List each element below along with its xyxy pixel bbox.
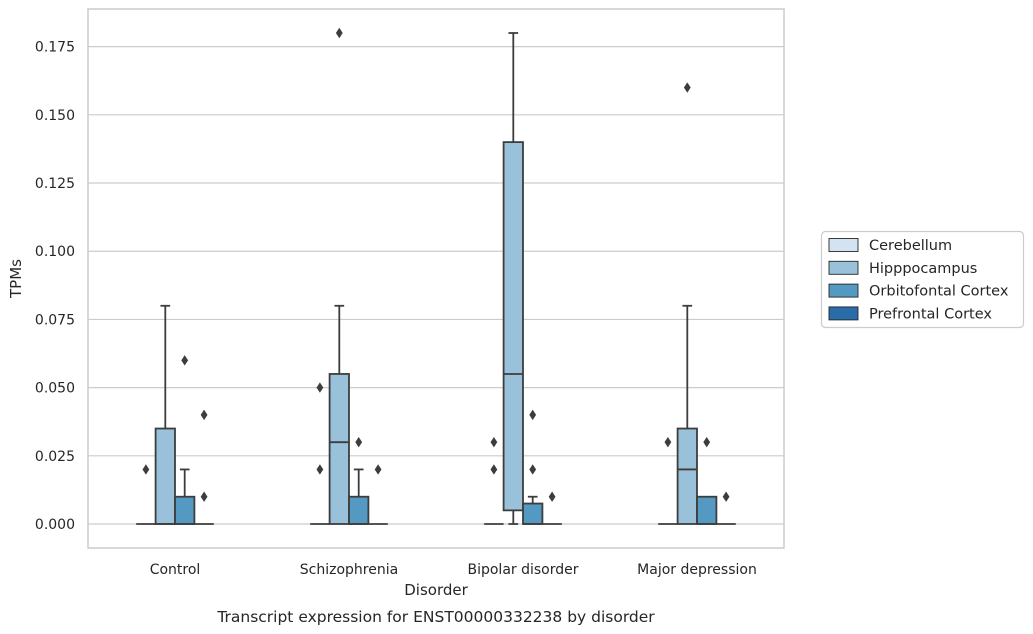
legend-swatch <box>828 283 859 298</box>
outlier-point <box>181 355 189 366</box>
box-hipppocampus <box>502 32 524 525</box>
box-body <box>522 502 544 525</box>
legend-frame <box>820 230 1025 329</box>
box-body <box>676 427 698 525</box>
outlier-point <box>529 409 537 421</box>
plot-frame <box>87 8 785 549</box>
box-prefrontal-cortex <box>716 491 736 525</box>
outlier-point <box>722 491 730 502</box>
box-orbitofontal-cortex <box>348 436 370 525</box>
y-tick-label: 0.125 <box>35 176 75 192</box>
x-tick-label: Schizophrenia <box>300 562 398 578</box>
box-cerebellum <box>136 464 156 525</box>
x-tick-label: Major depression <box>637 562 757 578</box>
gridlines <box>88 46 784 525</box>
box-hipppocampus <box>328 27 350 525</box>
box-prefrontal-cortex <box>368 464 388 525</box>
box-body <box>154 427 176 525</box>
box-orbitofontal-cortex <box>174 355 196 525</box>
y-tick-label: 0.150 <box>35 108 75 124</box>
box-prefrontal-cortex <box>542 491 562 525</box>
outlier-point <box>335 27 343 39</box>
outlier-point <box>490 436 498 448</box>
y-tick-label: 0.075 <box>35 312 75 328</box>
outlier-point <box>355 436 363 448</box>
box-body <box>696 495 718 525</box>
x-axis-title: Disorder <box>404 581 468 599</box>
y-tick-label: 0.100 <box>35 244 75 260</box>
legend-swatch <box>828 238 859 252</box>
y-tick-label: 0.000 <box>35 517 75 533</box>
chart-caption: Transcript expression for ENST0000033223… <box>216 608 655 626</box>
legend-swatch <box>828 260 859 275</box>
box-hipppocampus <box>154 304 176 525</box>
outlier-point <box>490 464 498 475</box>
x-tick-label: Bipolar disorder <box>467 562 578 578</box>
legend-item: Cerebellum <box>828 238 952 254</box>
legend-item: Orbitofontal Cortex <box>828 283 1009 300</box>
outlier-point <box>316 464 324 475</box>
x-tick-label: Control <box>150 562 201 578</box>
legend-label: Prefrontal Cortex <box>869 306 992 322</box>
boxes <box>136 27 736 525</box>
legend-item: Prefrontal Cortex <box>828 306 992 322</box>
y-tick-label: 0.025 <box>35 449 75 465</box>
box-orbitofontal-cortex <box>696 436 718 525</box>
box-body <box>502 141 524 512</box>
outlier-point <box>529 464 537 475</box>
outlier-point <box>142 464 150 475</box>
y-tick-label: 0.175 <box>35 40 75 56</box>
outlier-point <box>200 409 208 421</box>
legend-item: Hipppocampus <box>828 260 977 277</box>
outlier-point <box>316 382 324 393</box>
box-cerebellum <box>310 382 330 525</box>
box-orbitofontal-cortex <box>522 409 544 525</box>
box-cerebellum <box>658 436 678 525</box>
outlier-point <box>548 491 556 502</box>
legend: Cerebellum Hipppocampus Orbitofontal Corte… <box>820 230 1025 329</box>
box-body <box>348 495 370 525</box>
legend-label: Cerebellum <box>869 238 952 254</box>
outlier-point <box>200 491 208 502</box>
legend-swatch <box>828 306 859 321</box>
y-axis-title: TPMs <box>7 259 25 299</box>
outlier-point <box>664 436 672 448</box>
box-prefrontal-cortex <box>194 409 214 525</box>
outlier-point <box>683 82 691 93</box>
y-tick-label: 0.050 <box>35 381 75 397</box>
box-body <box>328 373 350 525</box>
legend-label: Hipppocampus <box>869 261 977 277</box>
y-tick-labels: 0.000 0.025 0.050 0.075 0.100 0.125 0.150 0.175 <box>35 40 75 533</box>
box-hipppocampus <box>676 82 698 525</box>
x-tick-labels: Control Schizophrenia Bipolar disorder Majo… <box>150 562 757 578</box>
box-cerebellum <box>484 436 504 525</box>
outlier-point <box>703 436 711 448</box>
box-body <box>174 495 196 525</box>
legend-label: Orbitofontal Cortex <box>869 284 1009 300</box>
outlier-point <box>374 464 382 475</box>
